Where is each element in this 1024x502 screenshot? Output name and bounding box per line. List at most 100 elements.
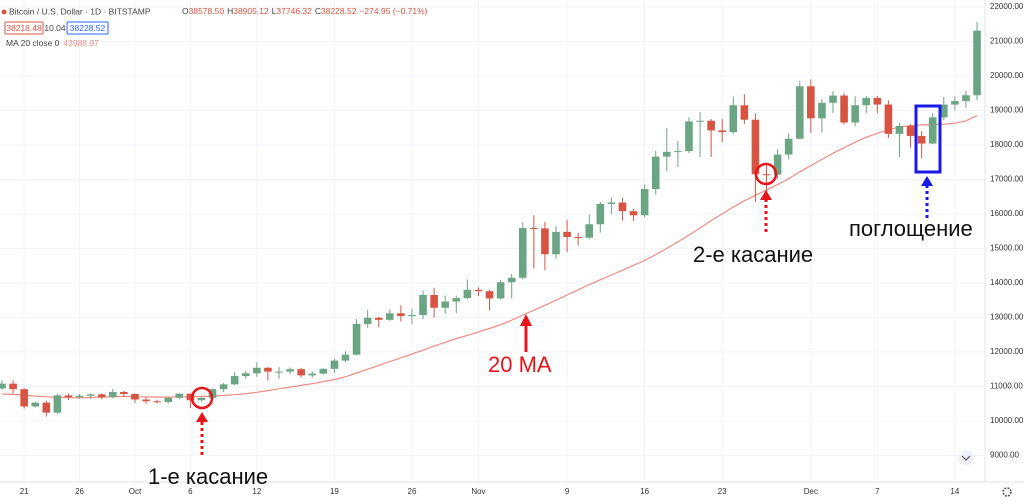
candle-body (629, 211, 638, 216)
candle-body (674, 151, 682, 153)
candle-body (740, 105, 749, 120)
candle-body (530, 228, 538, 230)
candle-body (663, 151, 671, 157)
candle-body (20, 389, 28, 407)
x-tick-label: 23 (718, 487, 727, 496)
ma-line (1, 115, 978, 399)
candle-body (618, 202, 627, 212)
y-tick-label: 21000.00 (990, 37, 1024, 46)
y-tick-label: 22000.00 (990, 2, 1024, 11)
candle-body (153, 401, 161, 403)
candle-body (97, 394, 106, 398)
candle-body (352, 323, 361, 355)
candle-body (773, 154, 782, 175)
ask-box[interactable] (66, 21, 109, 35)
x-tick-label: 12 (252, 487, 261, 496)
candle-body (917, 135, 926, 144)
candle-body (64, 395, 73, 398)
y-tick-label: 19000.00 (990, 106, 1024, 115)
touch-circle (754, 162, 778, 186)
candle-body (884, 104, 893, 134)
candle-body (42, 402, 51, 413)
x-tick-label: 9 (565, 487, 570, 496)
candle-body (186, 393, 195, 401)
candle-body (951, 101, 959, 105)
candle-body (386, 313, 394, 320)
candle-body (751, 119, 760, 175)
x-tick-label: 21 (20, 487, 29, 496)
symbol-title: Bitcoin / U.S. Dollar · 1D · BITSTAMP (9, 6, 151, 16)
arrow-head (760, 190, 772, 200)
change: −274.95 (−0.71%) (359, 6, 427, 16)
candle-body (873, 97, 882, 105)
y-tick-label: 13000.00 (990, 313, 1024, 322)
candle-body (75, 395, 84, 398)
candle-body (120, 391, 128, 395)
grid (0, 0, 985, 482)
candle-body (452, 298, 461, 302)
x-tick-label: 6 (188, 487, 193, 496)
candle-body (230, 376, 239, 385)
candle-body (0, 383, 6, 389)
annotation-text: 20 MA (488, 352, 552, 377)
candle-body (363, 317, 372, 324)
candle-body (962, 95, 970, 102)
candle-body (762, 174, 771, 176)
x-tick-label: Nov (471, 487, 485, 496)
x-tick-label: 7 (875, 487, 880, 496)
scroll-button[interactable] (958, 450, 974, 466)
x-tick-label: 26 (75, 487, 84, 496)
candle-body (319, 368, 328, 374)
candle-body (507, 277, 516, 283)
c-label: C (315, 6, 321, 16)
ma-label: MA 20 close 0 (6, 38, 60, 48)
candle-body (496, 282, 505, 299)
ma-layer (1, 115, 978, 399)
candle-body (164, 397, 172, 402)
candle-body (341, 354, 350, 361)
candle-body (574, 237, 582, 239)
h-label: H (227, 6, 233, 16)
settings-icon[interactable] (1002, 487, 1012, 497)
candle-body (308, 373, 317, 376)
candle-body (275, 371, 283, 373)
annotation-text: поглощение (849, 216, 973, 241)
candle-body (541, 228, 549, 255)
candle-body (441, 301, 449, 308)
candle-body (86, 394, 95, 396)
candle-body (585, 224, 594, 238)
candle-body (707, 120, 715, 131)
candle-body (485, 291, 494, 299)
candle-body (219, 384, 228, 390)
x-tick-label: Oct (129, 487, 142, 496)
candle-body (208, 389, 217, 398)
l-label: L (272, 6, 277, 16)
candle-body (142, 399, 150, 402)
c-value: 38228.52 (321, 6, 357, 16)
spread: 10.04 (44, 23, 66, 33)
candle-body (175, 393, 184, 398)
o-value: 38578.50 (189, 6, 225, 16)
l-value: 37746.32 (276, 6, 312, 16)
y-tick-label: 9000.00 (990, 451, 1019, 460)
candle-body (552, 231, 560, 255)
candle-body (696, 120, 704, 122)
candle-body (640, 189, 649, 216)
candle-body (31, 402, 40, 407)
annotation-text: 1-е касание (148, 464, 268, 489)
candle-body (940, 104, 948, 118)
candle-body (729, 105, 738, 133)
candle-body (197, 397, 206, 401)
bid-box[interactable] (4, 21, 44, 35)
ma-legend: MA 20 close 0 43988.97 (6, 38, 99, 48)
candle-body (330, 360, 339, 369)
candle-body (286, 369, 294, 372)
candle-body (685, 121, 693, 152)
candle-body (397, 313, 405, 317)
candle-body (419, 294, 427, 316)
candle-body (109, 391, 117, 398)
x-tick-label: 19 (330, 487, 339, 496)
candle-body (563, 231, 571, 238)
